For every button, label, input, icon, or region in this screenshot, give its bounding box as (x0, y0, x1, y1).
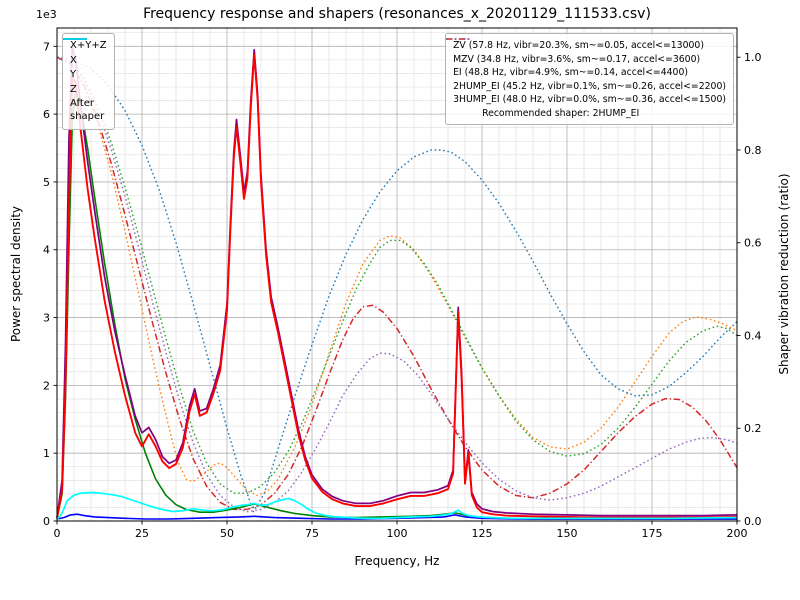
x-axis-label: Frequency, Hz (354, 554, 440, 568)
axis-ticks: 0 25 50 75 100 125 150 175 200 0 1 2 3 4 5 6 7 0.0 0.2 0.4 0… (43, 40, 762, 540)
shaper-legend-item-4: 3HUMP_EI (48.0 Hz, vibr=0.0%, sm~=0.36, … (446, 38, 726, 106)
right-y-tick-label: 0.6 (744, 237, 762, 250)
shaper-legend-item-2: EI (48.8 Hz, vibr=4.9%, sm~=0.14, accel<… (446, 38, 726, 79)
left-y-tick-label: 0 (43, 515, 50, 528)
series-lines (56, 45, 738, 521)
x-tick-label: 25 (135, 527, 149, 540)
shaper-legend-item-3: 2HUMP_EI (45.2 Hz, vibr=0.1%, sm~=0.26, … (446, 38, 726, 93)
series-Z (56, 513, 737, 520)
legend-label: MZV (34.8 Hz, vibr=3.6%, sm~=0.17, accel… (453, 53, 701, 65)
left-y-tick-label: 2 (43, 379, 50, 392)
y-axis-offset-label: 1e3 (36, 8, 57, 21)
legend-label: 3HUMP_EI (48.0 Hz, vibr=0.0%, sm~=0.36, … (453, 94, 726, 106)
x-tick-label: 175 (642, 527, 663, 540)
x-tick-label: 50 (220, 527, 234, 540)
left-y-tick-label: 4 (43, 244, 50, 257)
legend-line-sample-icon (446, 38, 471, 40)
legend-label: 2HUMP_EI (45.2 Hz, vibr=0.1%, sm~=0.26, … (453, 80, 726, 92)
psd-legend-item-3: Z (63, 38, 107, 97)
legend-line-sample-icon (446, 38, 471, 40)
x-tick-label: 75 (305, 527, 319, 540)
chart-title: Frequency response and shapers (resonanc… (143, 6, 651, 22)
psd-legend-item-1: X (63, 38, 107, 68)
right-y-axis-label: Shaper vibration reduction (ratio) (777, 173, 791, 375)
recommended-shaper-note: Recommended shaper: 2HUMP_EI (482, 108, 640, 120)
legend-label: Z (70, 83, 77, 95)
legend-label: X (70, 54, 77, 66)
left-y-tick-label: 3 (43, 312, 50, 325)
right-y-tick-label: 0.4 (744, 329, 762, 342)
legend-label: X+Y+Z (70, 40, 107, 51)
left-y-tick-label: 7 (43, 40, 50, 53)
legend-line-sample-icon (63, 38, 87, 40)
right-y-tick-label: 0.8 (744, 144, 762, 157)
shaper-legend-item-1: MZV (34.8 Hz, vibr=3.6%, sm~=0.17, accel… (446, 38, 726, 66)
legend-label: Y (70, 69, 77, 80)
left-y-tick-label: 1 (43, 447, 50, 460)
series-X (56, 53, 738, 519)
legend-label: After shaper (70, 98, 105, 122)
shaper-legend: ZV (57.8 Hz, vibr=20.3%, sm~=0.05, accel… (445, 33, 734, 126)
x-tick-label: 0 (54, 527, 61, 540)
series-After-shaper (56, 491, 738, 521)
x-tick-label: 100 (387, 527, 408, 540)
series-MZV (56, 56, 738, 497)
series-Y (56, 89, 737, 520)
x-tick-label: 150 (557, 527, 578, 540)
right-y-tick-label: 0.0 (744, 515, 762, 528)
series-2HUMP-EI (56, 56, 738, 511)
series-ZV (56, 56, 738, 513)
legend-label: ZV (57.8 Hz, vibr=20.3%, sm~=0.05, accel… (453, 40, 704, 51)
right-y-tick-label: 1.0 (744, 51, 762, 64)
left-y-tick-label: 6 (43, 108, 50, 121)
series-EI (56, 56, 738, 494)
psd-legend: X+Y+Z X Y Z After shaper (62, 33, 115, 130)
left-y-tick-label: 5 (43, 176, 50, 189)
legend-label: EI (48.8 Hz, vibr=4.9%, sm~=0.14, accel<… (453, 67, 689, 79)
right-y-tick-label: 0.2 (744, 422, 762, 435)
left-y-axis-label: Power spectral density (9, 205, 23, 343)
psd-legend-item-2: Y (63, 38, 107, 82)
x-tick-label: 125 (472, 527, 493, 540)
x-tick-label: 200 (727, 527, 748, 540)
shaper-legend-item-0: ZV (57.8 Hz, vibr=20.3%, sm~=0.05, accel… (446, 38, 726, 52)
psd-legend-item-4: After shaper (63, 38, 107, 123)
